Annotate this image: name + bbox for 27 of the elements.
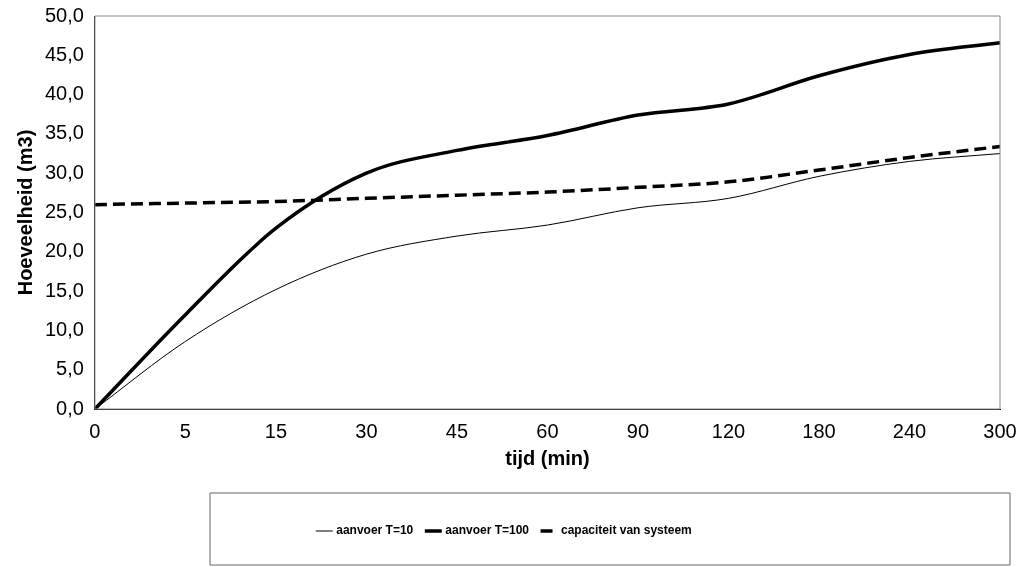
- x-tick-label: 5: [179, 419, 191, 442]
- x-tick-label: 45: [445, 419, 469, 442]
- y-tick-label: 30,0: [44, 160, 84, 183]
- y-tick-label: 25,0: [44, 200, 84, 223]
- legend-label: capaciteit van systeem: [561, 523, 692, 538]
- y-tick-label: 20,0: [44, 239, 84, 262]
- y-tick-label: 50,0: [44, 3, 84, 26]
- y-tick-label: 15,0: [44, 278, 84, 301]
- x-tick-label: 15: [264, 419, 288, 442]
- y-tick-label: 5,0: [56, 357, 84, 380]
- legend-label: aanvoer T=100: [445, 523, 530, 538]
- y-tick-label: 45,0: [44, 42, 84, 65]
- x-tick-label: 300: [983, 419, 1017, 442]
- x-tick-label: 240: [892, 419, 927, 442]
- y-axis-title: Hoeveelheid (m3): [13, 129, 36, 296]
- x-tick-label: 30: [355, 419, 378, 442]
- y-tick-label: 10,0: [44, 317, 84, 340]
- x-tick-label: 120: [711, 419, 746, 442]
- x-tick-label: 180: [802, 419, 836, 442]
- y-tick-label: 35,0: [44, 121, 84, 144]
- legend-label: aanvoer T=10: [336, 523, 414, 538]
- y-tick-label: 0,0: [56, 396, 84, 419]
- x-tick-label: 90: [626, 419, 650, 442]
- x-tick-label: 60: [536, 419, 559, 442]
- y-tick-label: 40,0: [44, 82, 84, 105]
- x-tick-label: 0: [89, 419, 101, 442]
- x-axis-title: tijd (min): [505, 446, 590, 469]
